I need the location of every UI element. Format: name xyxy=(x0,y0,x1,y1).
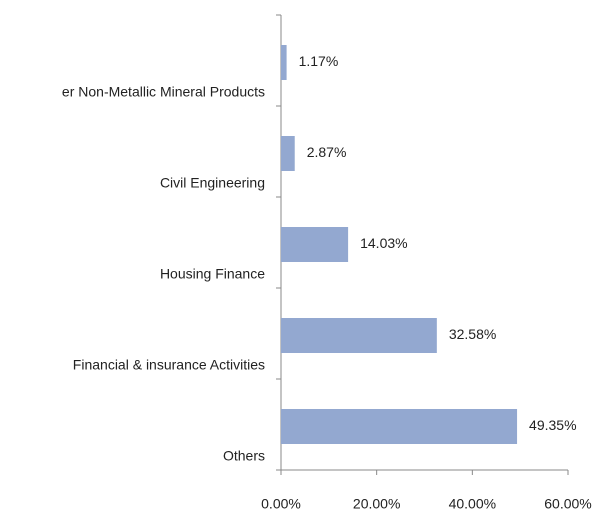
x-tick-label: 20.00% xyxy=(353,496,400,512)
y-tick-label: Housing Finance xyxy=(160,266,265,282)
bar xyxy=(281,409,518,444)
x-tick-label: 0.00% xyxy=(261,496,301,512)
bar xyxy=(281,318,437,353)
y-tick-label: Others xyxy=(223,448,265,464)
value-label: 1.17% xyxy=(299,53,339,69)
value-label: 14.03% xyxy=(360,235,407,251)
y-tick-label: Financial & insurance Activities xyxy=(73,357,265,373)
y-tick-label: Civil Engineering xyxy=(160,175,265,191)
value-label: 2.87% xyxy=(307,144,347,160)
bar xyxy=(281,227,349,262)
x-tick-label: 60.00% xyxy=(544,496,591,512)
bar xyxy=(281,45,287,80)
x-tick-label: 40.00% xyxy=(449,496,496,512)
bar xyxy=(281,136,295,171)
value-label: 32.58% xyxy=(449,326,496,342)
y-tick-label: er Non-Metallic Mineral Products xyxy=(62,84,265,100)
value-label: 49.35% xyxy=(529,417,576,433)
